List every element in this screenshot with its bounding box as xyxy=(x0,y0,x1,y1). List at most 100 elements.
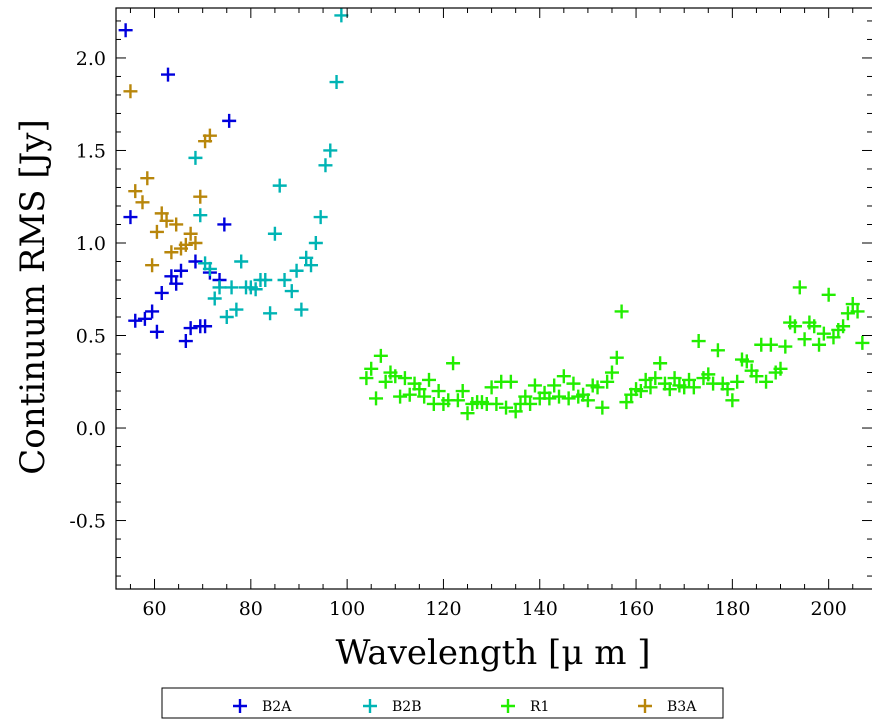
series-r1 xyxy=(359,280,870,421)
data-point-r1 xyxy=(619,395,634,410)
data-point-b2b xyxy=(188,150,203,165)
data-point-r1 xyxy=(845,297,860,312)
legend-label-b3a: B3A xyxy=(667,699,697,715)
data-point-b2a xyxy=(188,254,203,269)
data-point-r1 xyxy=(797,332,812,347)
legend-box xyxy=(161,687,724,719)
data-point-r1 xyxy=(633,384,648,399)
plot-frame xyxy=(115,7,872,590)
data-point-b2a xyxy=(164,269,179,284)
y-tick-label: -0.5 xyxy=(69,511,106,533)
y-tick-label: 0.0 xyxy=(76,418,106,440)
data-point-r1 xyxy=(648,371,663,386)
legend-marker-r1 xyxy=(501,699,515,713)
data-point-r1 xyxy=(667,371,682,386)
data-point-r1 xyxy=(378,374,393,389)
data-point-r1 xyxy=(527,378,542,393)
data-point-b2b xyxy=(229,302,244,317)
data-point-b2b xyxy=(334,8,349,23)
data-point-r1 xyxy=(359,371,374,386)
data-point-r1 xyxy=(821,287,836,302)
data-point-r1 xyxy=(720,382,735,397)
data-point-b2b xyxy=(248,282,263,297)
data-point-b2a xyxy=(137,311,152,326)
data-point-r1 xyxy=(417,389,432,404)
data-point-r1 xyxy=(388,369,403,384)
data-point-r1 xyxy=(710,343,725,358)
x-tick-label: 180 xyxy=(714,598,750,620)
data-point-b2b xyxy=(263,306,278,321)
data-point-r1 xyxy=(609,350,624,365)
data-point-r1 xyxy=(836,319,851,334)
data-point-b3a xyxy=(154,206,169,221)
data-point-r1 xyxy=(450,393,465,408)
data-point-b3a xyxy=(128,184,143,199)
data-point-b2b xyxy=(294,302,309,317)
data-point-r1 xyxy=(566,376,581,391)
x-tick-label: 200 xyxy=(811,598,847,620)
x-tick-label: 100 xyxy=(329,598,365,620)
data-point-b2b xyxy=(193,208,208,223)
legend-label-r1: R1 xyxy=(530,699,549,715)
data-point-b2a xyxy=(178,334,193,349)
data-point-r1 xyxy=(816,326,831,341)
data-point-r1 xyxy=(682,372,697,387)
y-tick-label: 1.0 xyxy=(76,233,106,255)
data-point-r1 xyxy=(686,380,701,395)
y-axis-title: Continuum RMS [Jy] xyxy=(13,119,53,475)
data-point-r1 xyxy=(638,372,653,387)
data-point-b2a xyxy=(198,319,213,334)
data-point-b2b xyxy=(272,178,287,193)
data-point-b2b xyxy=(299,250,314,265)
data-point-b2b xyxy=(323,143,338,158)
x-axis-title: Wavelength [μ m ] xyxy=(335,633,650,673)
series-b2a xyxy=(118,23,237,349)
data-point-r1 xyxy=(547,378,562,393)
data-point-b2a xyxy=(217,217,232,232)
data-point-r1 xyxy=(749,369,764,384)
data-point-r1 xyxy=(518,389,533,404)
data-point-b2b xyxy=(202,261,217,276)
data-point-b2a xyxy=(161,67,176,82)
data-point-b2a xyxy=(145,304,160,319)
data-point-r1 xyxy=(552,389,567,404)
data-point-b2a xyxy=(222,113,237,128)
data-point-b2b xyxy=(284,284,299,299)
data-point-b2b xyxy=(277,272,292,287)
data-point-r1 xyxy=(792,280,807,295)
data-point-b3a xyxy=(178,237,193,252)
legend-marker-b2a xyxy=(233,699,247,713)
data-point-r1 xyxy=(730,374,745,389)
data-point-r1 xyxy=(364,361,379,376)
data-point-r1 xyxy=(508,404,523,419)
data-point-b2b xyxy=(313,210,328,225)
data-point-r1 xyxy=(446,356,461,371)
data-point-b2a xyxy=(169,276,184,291)
data-point-r1 xyxy=(431,384,446,399)
data-point-r1 xyxy=(402,387,417,402)
data-point-r1 xyxy=(763,337,778,352)
x-tick-label: 60 xyxy=(142,598,166,620)
series-b2b xyxy=(188,8,349,325)
data-point-r1 xyxy=(807,319,822,334)
axes: 60 80 100 120 140 160 180 200 -0.5 0.0 0.5 1.0 1.5 2.… xyxy=(69,7,872,620)
data-point-r1 xyxy=(773,361,788,376)
data-point-r1 xyxy=(561,391,576,406)
data-point-r1 xyxy=(759,374,774,389)
data-point-r1 xyxy=(542,391,557,406)
data-point-r1 xyxy=(778,339,793,354)
data-point-b3a xyxy=(164,245,179,260)
x-tick-label: 140 xyxy=(522,598,558,620)
data-point-b3a xyxy=(183,226,198,241)
legend-marker-b3a xyxy=(638,699,652,713)
legend: B2A B2B R1 B3A xyxy=(161,687,724,719)
data-point-b3a xyxy=(123,84,138,99)
plot-area xyxy=(118,8,870,421)
x-tick-label: 80 xyxy=(239,598,263,620)
data-point-r1 xyxy=(421,372,436,387)
data-point-r1 xyxy=(701,367,716,382)
data-point-b3a xyxy=(169,217,184,232)
data-point-b3a xyxy=(159,213,174,228)
data-point-b3a xyxy=(188,235,203,250)
legend-label-b2a: B2A xyxy=(262,699,292,715)
